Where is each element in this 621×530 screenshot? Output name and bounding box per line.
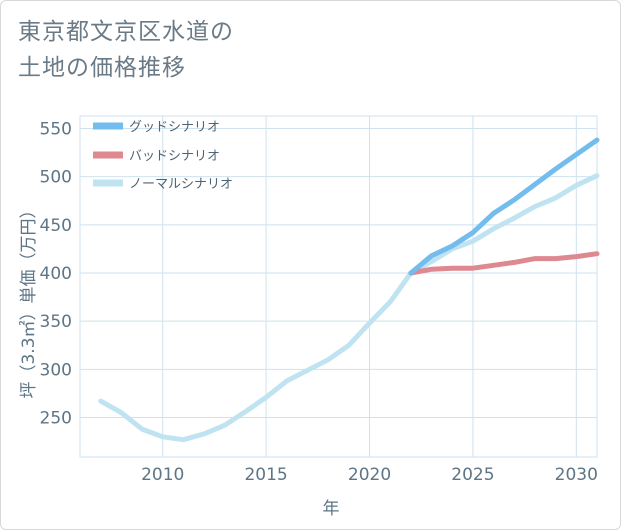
y-tick-label-400: 400: [40, 264, 72, 284]
x-axis-title: 年: [323, 499, 340, 519]
legend-label-bad: バッドシナリオ: [129, 149, 220, 164]
legend-label-good: グッドシナリオ: [129, 120, 220, 135]
x-axis-ticks: 2010 2015 2020 2025 2030: [141, 465, 598, 485]
series-line-good: [408, 137, 600, 276]
y-tick-label-350: 350: [40, 312, 72, 332]
chart-title-line2: 土地の価格推移: [18, 55, 186, 81]
series-lines: [98, 137, 600, 443]
x-tick-label-2025: 2025: [451, 465, 494, 485]
y-tick-label-550: 550: [40, 120, 72, 140]
x-tick-label-2015: 2015: [244, 465, 287, 485]
y-axis-title: 坪（3.3㎡）単価（万円）: [19, 201, 39, 398]
series-line-normal: [98, 173, 600, 443]
x-tick-label-2020: 2020: [348, 465, 391, 485]
chart-title-line1: 東京都文京区水道の: [18, 19, 234, 45]
y-tick-label-500: 500: [40, 168, 72, 188]
x-tick-label-2030: 2030: [555, 465, 598, 485]
y-axis-ticks: 250 300 350 400 450 500 550: [40, 120, 72, 429]
series-line-bad: [408, 251, 600, 276]
chart-title: 東京都文京区水道の 土地の価格推移: [18, 14, 234, 86]
grid: [80, 116, 597, 457]
y-tick-label-250: 250: [40, 409, 72, 429]
legend-label-normal: ノーマルシナリオ: [129, 177, 233, 192]
y-tick-label-300: 300: [40, 360, 72, 380]
legend: グッドシナリオ バッドシナリオ ノーマルシナリオ: [93, 120, 233, 192]
x-tick-label-2010: 2010: [141, 465, 184, 485]
y-tick-label-450: 450: [40, 216, 72, 236]
plot-area-border: [79, 115, 598, 458]
